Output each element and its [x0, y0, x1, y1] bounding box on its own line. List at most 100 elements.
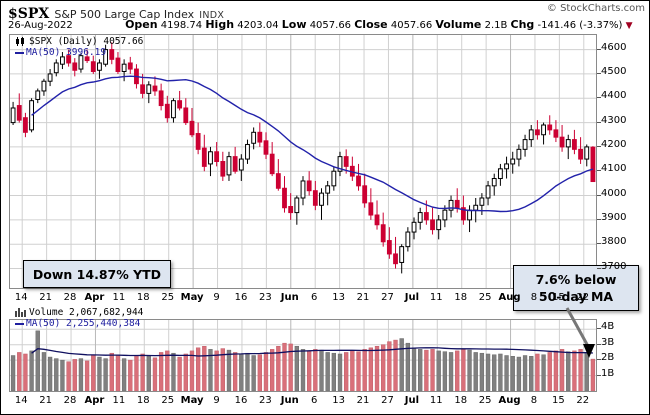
- price-legend-series: $SPX (Daily) 4057.66: [15, 36, 143, 47]
- volume-x-tick-label: 25: [161, 395, 175, 406]
- price-x-tick-label: Apr: [84, 292, 105, 303]
- low-value: 4057.66: [309, 20, 352, 31]
- chart-header: $SPX S&P 500 Large Cap Index INDX © Stoc…: [1, 1, 650, 33]
- volume-x-tick-label: May: [180, 395, 204, 406]
- price-x-tick-label: 28: [63, 292, 77, 303]
- volume-x-tick-label: 11: [112, 395, 126, 406]
- volume-x-tick-label: 9: [213, 395, 220, 406]
- chevron-down-icon[interactable]: ▼: [625, 21, 633, 31]
- price-y-tick-mark: [597, 48, 601, 50]
- price-plot-area[interactable]: [9, 34, 597, 289]
- price-legend-series-label: $SPX (Daily) 4057.66: [29, 36, 144, 47]
- volume-x-tick-label: Jul: [404, 395, 420, 406]
- price-y-tick-label: 3700: [601, 260, 627, 272]
- volume-x-tick-label: 18: [136, 395, 150, 406]
- price-x-tick-label: Aug: [498, 292, 521, 303]
- volume-x-tick-label: 22: [576, 395, 590, 406]
- ma-annotation-callout: 7.6% below 50-day MA: [513, 265, 639, 311]
- price-y-tick-label: 4000: [601, 187, 627, 199]
- volume-x-tick-label: 21: [356, 395, 370, 406]
- volume-x-tick-label: 6: [311, 395, 318, 406]
- price-x-tick-label: 21: [39, 292, 52, 303]
- price-y-tick-mark: [597, 145, 601, 147]
- volume-y-tick-mark: [597, 328, 601, 330]
- price-x-tick-label: 11: [112, 292, 126, 303]
- price-y-tick-mark: [597, 72, 601, 74]
- volume-x-tick-label: 14: [14, 395, 28, 406]
- volume-y-tick-label: 3B: [601, 336, 615, 348]
- price-x-tick-label: 14: [14, 292, 28, 303]
- price-y-tick-mark: [597, 121, 601, 123]
- volume-legend-ma-label: MA(50) 2,255,440,384: [26, 318, 141, 329]
- price-y-tick-label: 4100: [601, 163, 627, 175]
- volume-x-tick-label: 16: [234, 395, 248, 406]
- volume-y-tick-label: 2B: [601, 352, 615, 364]
- price-x-tick-label: 15: [552, 292, 565, 303]
- symbol-ticker: $SPX: [8, 6, 50, 22]
- price-y-tick-label: 4600: [601, 41, 627, 53]
- price-legend-ma-label: MA(50) 3996.19: [26, 47, 107, 58]
- high-label: High: [205, 18, 235, 31]
- open-value: 4198.74: [160, 20, 203, 31]
- volume-plot-area[interactable]: [9, 319, 597, 392]
- price-y-tick-label: 4200: [601, 138, 627, 150]
- volume-y-tick-mark: [597, 374, 601, 376]
- volume-x-tick-label: 18: [454, 395, 468, 406]
- volume-label: Volume: [435, 18, 482, 31]
- volume-x-tick-label: 15: [552, 395, 565, 406]
- price-y-tick-label: 3800: [601, 236, 627, 248]
- volume-legend-series: Volume 2,067,682,944: [15, 307, 143, 318]
- price-x-tick-label: 25: [478, 292, 492, 303]
- volume-x-tick-label: 27: [381, 395, 394, 406]
- price-y-tick-mark: [597, 267, 601, 269]
- volume-legend: Volume 2,067,682,944 MA(50) 2,255,440,38…: [15, 307, 143, 329]
- volume-x-tick-label: 28: [63, 395, 77, 406]
- volume-x-tick-label: Aug: [498, 395, 521, 406]
- volume-x-tick-label: Jun: [280, 395, 299, 406]
- volume-x-tick-label: 11: [429, 395, 443, 406]
- price-y-tick-label: 3900: [601, 211, 627, 223]
- volume-x-tick-label: 25: [478, 395, 492, 406]
- high-value: 4203.04: [237, 20, 279, 31]
- chg-label: Chg: [510, 18, 535, 31]
- price-x-tick-label: May: [180, 292, 204, 303]
- header-quote-line: 26-Aug-2022 Open 4198.74 High 4203.04 Lo…: [8, 18, 633, 31]
- volume-y-tick-label: 4B: [601, 321, 615, 333]
- price-x-tick-label: Jun: [280, 292, 299, 303]
- ma-annotation-line2: 50-day MA: [538, 289, 614, 304]
- price-x-tick-label: 18: [136, 292, 150, 303]
- price-x-tick-label: 9: [213, 292, 220, 303]
- volume-x-tick-label: Apr: [84, 395, 105, 406]
- close-label: Close: [354, 18, 388, 31]
- price-y-tick-label: 4400: [601, 90, 627, 102]
- price-x-tick-label: 23: [259, 292, 272, 303]
- chg-value: -141.46 (-3.37%): [537, 20, 623, 31]
- price-x-tick-label: 13: [332, 292, 345, 303]
- ytd-annotation-text: Down 14.87% YTD: [32, 267, 162, 282]
- candlestick-icon: [15, 37, 26, 46]
- volume-x-tick-label: 8: [530, 395, 538, 406]
- price-y-tick-label: 4300: [601, 114, 627, 126]
- bar-chart-icon: [15, 308, 26, 317]
- quote-date: 26-Aug-2022: [8, 20, 73, 31]
- volume-x-tick-label: 23: [259, 395, 272, 406]
- price-y-tick-mark: [597, 97, 601, 99]
- price-y-tick-mark: [597, 194, 601, 196]
- price-legend-ma: MA(50) 3996.19: [15, 47, 143, 58]
- price-x-tick-label: 11: [429, 292, 443, 303]
- volume-ma-swatch-icon: [15, 322, 24, 325]
- low-label: Low: [281, 18, 307, 31]
- stockcharts-branding: © StockCharts.com: [546, 3, 645, 14]
- price-y-tick-mark: [597, 170, 601, 172]
- volume-value: 2.1B: [484, 20, 508, 31]
- price-x-tick-label: Jul: [404, 292, 420, 303]
- symbol-exchange: INDX: [199, 10, 225, 21]
- open-label: Open: [125, 18, 158, 31]
- price-y-tick-mark: [597, 218, 601, 220]
- volume-y-tick-mark: [597, 343, 601, 345]
- volume-bar-svg: [10, 320, 596, 391]
- price-x-tick-label: 8: [530, 292, 538, 303]
- price-x-tick-label: 25: [161, 292, 175, 303]
- price-x-tick-label: 18: [454, 292, 468, 303]
